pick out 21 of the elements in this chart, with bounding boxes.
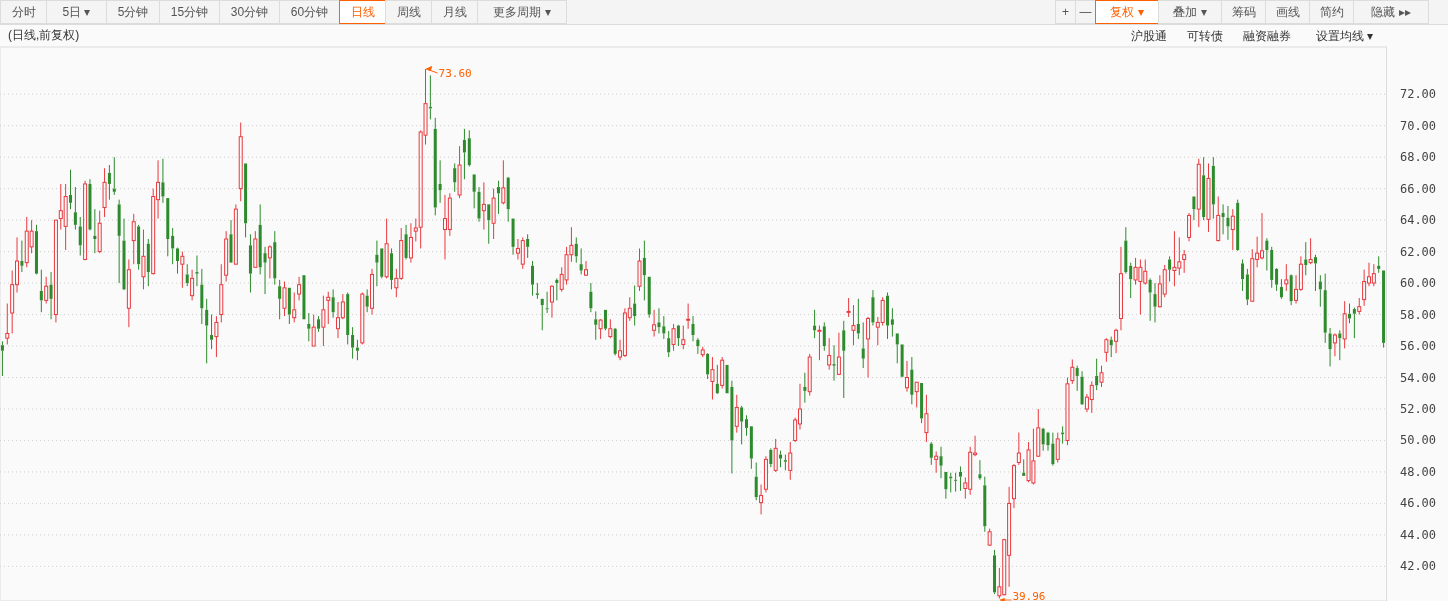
y-tick-label: 54.00	[1399, 370, 1437, 385]
annotation: 73.60	[438, 67, 472, 81]
chart-title: (日线,前复权)	[8, 28, 80, 42]
y-tick-label: 58.00	[1399, 307, 1437, 322]
y-tick-label: 46.00	[1399, 496, 1437, 511]
note: 73.60	[426, 66, 472, 81]
y-tick-label: 72.00	[1399, 87, 1437, 102]
annotation: 39.96	[1012, 590, 1046, 601]
y-tick-label: 70.00	[1399, 118, 1437, 133]
y-tick-label: 50.00	[1399, 433, 1437, 448]
y-tick-label: 42.00	[1399, 559, 1437, 574]
y-tick-label: 60.00	[1399, 276, 1437, 291]
y-tick-label: 44.00	[1399, 527, 1437, 542]
y-tick-label: 68.00	[1399, 150, 1437, 165]
y-tick-label: 62.00	[1399, 244, 1437, 259]
y-tick-label: 48.00	[1399, 464, 1437, 479]
y-tick-label: 56.00	[1399, 339, 1437, 354]
y-tick-label: 66.00	[1399, 181, 1437, 196]
y-tick-label: 64.00	[1399, 213, 1437, 228]
note: 39.96	[1000, 590, 1046, 601]
y-tick-label: 52.00	[1399, 401, 1437, 416]
